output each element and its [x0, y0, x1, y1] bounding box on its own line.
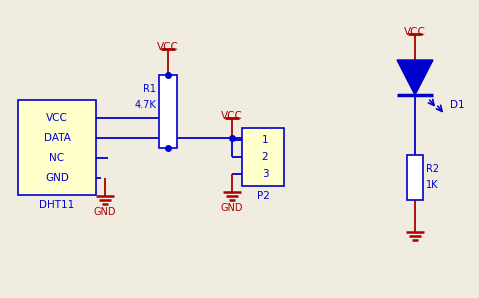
Bar [407, 155, 423, 200]
Text: VCC: VCC [221, 111, 243, 121]
Text: R2: R2 [426, 164, 439, 174]
Bar [159, 75, 177, 148]
Text: GND: GND [45, 173, 69, 183]
Text: VCC: VCC [404, 27, 426, 37]
Polygon shape [397, 60, 433, 95]
Text: P2: P2 [257, 191, 269, 201]
Text: DATA: DATA [44, 133, 70, 143]
Bar [242, 128, 284, 186]
Text: DHT11: DHT11 [39, 200, 75, 210]
Text: 1: 1 [262, 135, 268, 145]
Text: R1: R1 [143, 84, 156, 94]
Text: 1K: 1K [426, 180, 438, 190]
Text: GND: GND [94, 207, 116, 217]
Text: 2: 2 [262, 152, 268, 162]
Text: NC: NC [49, 153, 65, 163]
Text: GND: GND [221, 203, 243, 213]
Text: 3: 3 [262, 169, 268, 179]
Text: D1: D1 [450, 100, 465, 110]
Text: VCC: VCC [157, 42, 179, 52]
Text: 4.7K: 4.7K [134, 100, 156, 110]
Text: VCC: VCC [46, 113, 68, 123]
Bar [18, 100, 96, 195]
